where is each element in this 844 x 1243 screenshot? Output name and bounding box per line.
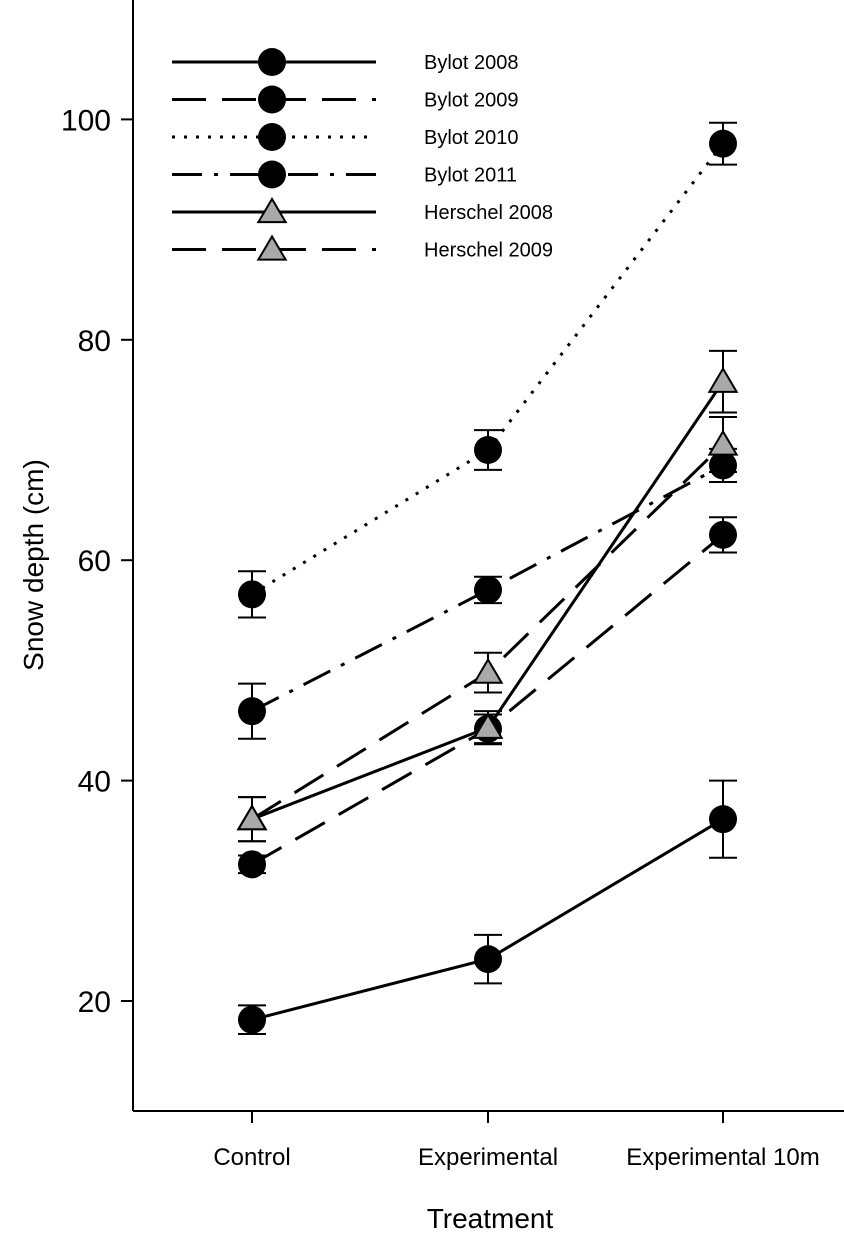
point-herschel-2009 <box>472 657 504 684</box>
legend: Bylot 2008 Bylot 2009 Bylot 2010 Bylot 2011… <box>172 48 553 262</box>
point-bylot-2009 <box>709 520 737 549</box>
legend-item: Bylot 2009 <box>172 85 519 114</box>
x-tick-label: Control <box>213 1144 290 1171</box>
x-axis-title: Treatment <box>427 1203 554 1234</box>
point-bylot-2011 <box>238 697 266 726</box>
legend-marker <box>258 48 286 76</box>
x-axis: Control Experimental Experimental 10m <box>213 1111 820 1171</box>
legend-item: Bylot 2011 <box>172 160 517 189</box>
point-bylot-2010 <box>709 129 737 158</box>
point-herschel-2008 <box>472 712 504 739</box>
point-bylot-2009 <box>238 850 266 879</box>
legend-label: Bylot 2008 <box>424 52 519 74</box>
legend-label: Bylot 2009 <box>424 90 519 112</box>
point-herschel-2009 <box>236 804 268 831</box>
legend-marker <box>256 197 288 224</box>
point-bylot-2008 <box>709 805 737 834</box>
y-axis-title: Snow depth (cm) <box>18 459 49 671</box>
legend-marker <box>258 85 286 114</box>
y-tick-label: 40 <box>78 766 111 799</box>
point-herschel-2008 <box>707 366 739 393</box>
legend-label: Herschel 2008 <box>424 202 553 224</box>
legend-marker <box>258 123 286 151</box>
legend-label: Bylot 2011 <box>424 165 517 187</box>
point-bylot-2008 <box>238 1005 266 1034</box>
point-bylot-2010 <box>238 580 266 609</box>
point-bylot-2010 <box>474 436 502 464</box>
y-axis: 20 40 60 80 100 <box>61 104 133 1019</box>
y-tick-label: 20 <box>78 986 111 1019</box>
point-bylot-2008 <box>474 945 502 974</box>
y-tick-label: 100 <box>61 104 111 137</box>
y-tick-label: 80 <box>78 325 111 358</box>
point-herschel-2009 <box>707 429 739 456</box>
legend-marker <box>256 234 288 261</box>
point-bylot-2011 <box>474 575 502 604</box>
series-line-bylot-2008 <box>251 817 724 1022</box>
y-tick-label: 60 <box>78 545 111 578</box>
point-bylot-2011 <box>709 451 737 480</box>
legend-item: Herschel 2009 <box>172 234 553 262</box>
series-line-herschel-2009 <box>251 443 725 821</box>
legend-label: Bylot 2010 <box>424 127 519 149</box>
series-group <box>236 121 739 1036</box>
x-tick-label: Experimental <box>418 1144 558 1171</box>
legend-item: Herschel 2008 <box>172 197 553 224</box>
legend-item: Bylot 2010 <box>172 123 519 151</box>
x-tick-label: Experimental 10m <box>626 1144 819 1171</box>
legend-item: Bylot 2008 <box>172 48 519 76</box>
legend-marker <box>258 160 286 189</box>
legend-label: Herschel 2009 <box>424 240 553 262</box>
